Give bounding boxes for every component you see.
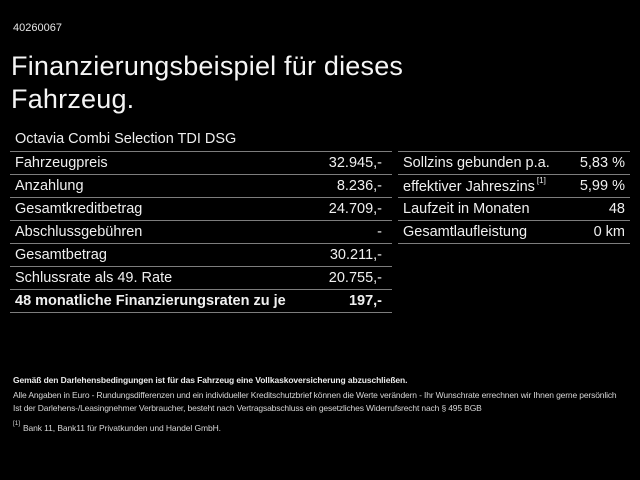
row-value: 48 (608, 201, 625, 217)
footer-disclaimer-line1: Alle Angaben in Euro - Rundungsdifferenz… (13, 390, 617, 400)
table-row-laufzeit: Laufzeit in Monaten 48 (398, 197, 630, 220)
legal-footer: Gemäß den Darlehensbedingungen ist für d… (13, 375, 637, 433)
table-row-monatsrate: 48 monatliche Finanzierungsraten zu je 1… (10, 289, 392, 312)
table-row-gesamtbetrag: Gesamtbetrag 30.211,- (10, 243, 392, 266)
row-label: Fahrzeugpreis (15, 155, 108, 171)
row-label: Schlussrate als 49. Rate (15, 270, 173, 286)
row-label: 48 monatliche Finanzierungsraten zu je (15, 293, 286, 309)
row-value: 30.211,- (329, 247, 382, 263)
page-title: Finanzierungsbeispiel für dieses Fahrzeu… (11, 50, 403, 116)
row-value: - (377, 224, 382, 240)
page-title-line2: Fahrzeug. (11, 84, 135, 114)
row-value: 5,99 % (579, 178, 625, 194)
footer-insurance-notice: Gemäß den Darlehensbedingungen ist für d… (13, 375, 408, 385)
vehicle-model-subtitle: Octavia Combi Selection TDI DSG (15, 131, 237, 147)
offer-id: 40260067 (13, 22, 62, 34)
table-row-effektiver-jahreszins: effektiver Jahreszins [1] 5,99 % (398, 174, 630, 197)
row-value: 0 km (593, 224, 625, 240)
row-value: 24.709,- (328, 201, 382, 217)
table-row-sollzins: Sollzins gebunden p.a. 5,83 % (398, 151, 630, 174)
table-row-anzahlung: Anzahlung 8.236,- (10, 174, 392, 197)
footnote-marker: [1] (13, 420, 20, 427)
row-label: Gesamtbetrag (15, 247, 107, 263)
row-value: 32.945,- (328, 155, 382, 171)
financing-table-right: Sollzins gebunden p.a. 5,83 % effektiver… (398, 151, 630, 244)
table-row-gesamtlaufleistung: Gesamtlaufleistung 0 km (398, 220, 630, 243)
footnote-text: Bank 11, Bank11 für Privatkunden und Han… (22, 422, 221, 433)
table-row-schlussrate: Schlussrate als 49. Rate 20.755,- (10, 266, 392, 289)
table-row-gesamtkreditbetrag: Gesamtkreditbetrag 24.709,- (10, 197, 392, 220)
row-label: Sollzins gebunden p.a. (403, 155, 550, 171)
row-label-text: effektiver Jahreszins (403, 178, 535, 195)
financing-table-left: Fahrzeugpreis 32.945,- Anzahlung 8.236,-… (10, 151, 392, 313)
row-value: 197,- (348, 293, 382, 309)
row-label: Anzahlung (15, 178, 84, 194)
footer-disclaimer-line2: Ist der Darlehens-/Leasingnehmer Verbrau… (13, 403, 482, 413)
row-label: Gesamtkreditbetrag (15, 201, 143, 217)
footnote-reference-superscript: [1] (536, 175, 546, 185)
row-value: 20.755,- (328, 270, 382, 286)
row-value: 5,83 % (579, 155, 625, 171)
row-value: 8.236,- (336, 178, 382, 194)
table-row-fahrzeugpreis: Fahrzeugpreis 32.945,- (10, 151, 392, 174)
table-row-abschlussgebuehren: Abschlussgebühren - (10, 220, 392, 243)
row-label: Abschlussgebühren (15, 224, 143, 240)
footnote-bank: [1] Bank 11, Bank11 für Privatkunden und … (13, 420, 637, 433)
row-label: Laufzeit in Monaten (403, 201, 530, 217)
page-title-line1: Finanzierungsbeispiel für dieses (11, 51, 404, 81)
row-label: Gesamtlaufleistung (403, 224, 528, 240)
row-label: effektiver Jahreszins [1] (398, 175, 546, 195)
